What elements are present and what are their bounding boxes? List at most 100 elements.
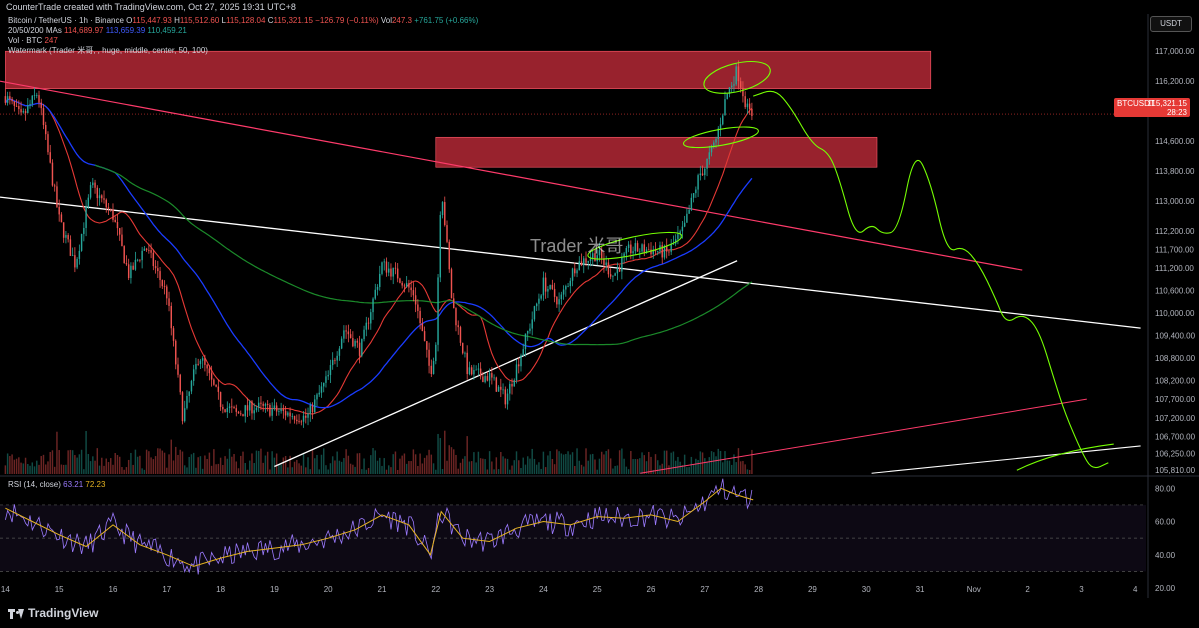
rsi-legend[interactable]: RSI (14, close) 63.21 72.23 <box>8 480 106 489</box>
volume-bar <box>311 450 314 474</box>
volume-bar <box>150 457 152 474</box>
legend-symbol[interactable]: Bitcoin / TetherUS · 1h · Binance <box>8 16 124 25</box>
volume-bar <box>587 460 589 474</box>
volume-bar <box>47 461 49 474</box>
candle-body <box>87 197 90 207</box>
volume-bar <box>372 448 374 474</box>
volume-bar <box>648 451 650 474</box>
candle-body <box>302 415 305 422</box>
volume-bar <box>627 469 630 474</box>
time-tick-label: 27 <box>700 585 709 594</box>
price-axis[interactable]: 117,000.00 116,200.00 114,600.00 113,800.00… <box>1155 47 1196 475</box>
ascending-trendline-white-2 <box>871 445 1141 474</box>
volume-bar <box>188 456 190 474</box>
candle-body <box>228 406 231 409</box>
volume-bar <box>383 458 385 474</box>
volume-bar <box>74 455 76 474</box>
time-tick-label: 30 <box>862 585 871 594</box>
volume-bar <box>210 465 213 474</box>
volume-bar <box>316 454 318 474</box>
volume-bar <box>475 462 477 474</box>
candle-body <box>20 109 22 113</box>
legend-mas[interactable]: 20/50/200 MAs 114,689.97 113,659.39 110,… <box>8 26 187 35</box>
volume-bar <box>145 449 148 474</box>
volume-bar <box>127 459 130 474</box>
candle-body <box>511 383 513 387</box>
volume-bar <box>222 465 224 474</box>
rsi-pane <box>0 478 1146 575</box>
volume-bar <box>224 456 226 474</box>
volume-bar <box>511 465 513 474</box>
candle-body <box>430 365 433 374</box>
volume-bar <box>309 469 311 474</box>
candle-body <box>213 379 215 385</box>
candle-body <box>56 186 58 207</box>
volume-bar <box>76 457 78 474</box>
volume-bar <box>394 451 397 474</box>
candle-body <box>273 405 276 409</box>
candle-body <box>103 198 105 200</box>
volume-bar <box>71 450 74 474</box>
candle-body <box>618 268 621 272</box>
candle-body <box>587 261 589 263</box>
rsi-ma-value: 72.23 <box>85 480 106 489</box>
candle-body <box>737 66 740 82</box>
candle-body <box>535 303 538 307</box>
candle-body <box>639 251 641 253</box>
candle-body <box>710 145 713 153</box>
price-tick-label: 108,800.00 <box>1155 354 1196 363</box>
volume-bar <box>453 449 455 474</box>
volume-bar <box>217 463 220 474</box>
volume-bar <box>706 461 708 474</box>
candle-body <box>112 209 114 220</box>
candle-body <box>569 280 572 287</box>
candle-body <box>309 404 311 414</box>
volume-bar <box>110 458 112 474</box>
volume-bar <box>260 448 262 474</box>
volume-bar <box>724 451 726 474</box>
volume-bar <box>15 458 18 474</box>
candle-body <box>387 268 390 273</box>
candle-body <box>300 421 303 423</box>
candle-body <box>636 243 639 252</box>
volume-bar <box>708 457 711 474</box>
candle-body <box>134 259 137 270</box>
candle-body <box>224 409 226 413</box>
volume-bar <box>410 461 412 474</box>
candle-body <box>210 373 213 380</box>
volume-bar <box>139 455 141 474</box>
volume-bar <box>125 467 128 474</box>
volume-bar <box>322 448 325 474</box>
volume-bar <box>477 451 480 474</box>
legend-watermark[interactable]: Watermark (Trader 米哥, , huge, middle, ce… <box>8 46 208 55</box>
volume-bar <box>62 464 65 474</box>
candle-body <box>42 108 45 126</box>
time-tick-label: 26 <box>647 585 656 594</box>
volume-bar <box>352 464 354 474</box>
rsi-tick-label: 40.00 <box>1155 551 1176 560</box>
rsi-axis: 80.00 60.00 40.00 20.00 <box>1155 484 1176 593</box>
legend-volume[interactable]: Vol · BTC 247 <box>8 36 58 45</box>
price-tag-symbol: BTCUSDT <box>1117 99 1155 108</box>
volume-bar <box>291 467 294 474</box>
time-axis[interactable]: 14 15 16 17 18 19 20 21 22 23 24 25 26 27 28 29 30 31 Nov 2… <box>1 585 1138 594</box>
time-tick-label: 2 <box>1025 585 1030 594</box>
candle-body <box>683 222 686 227</box>
candle-body <box>320 386 323 393</box>
candle-body <box>118 228 121 235</box>
volume-bar <box>275 453 278 474</box>
candle-body <box>609 274 612 277</box>
currency-badge[interactable]: USDT <box>1150 16 1192 32</box>
volume-bar <box>495 457 498 474</box>
volume-bar <box>49 451 51 474</box>
legend-close: 115,321.15 <box>273 16 313 25</box>
candle-body <box>405 283 408 287</box>
candle-body <box>439 215 442 278</box>
candle-body <box>421 323 424 332</box>
volume-bar <box>166 467 168 474</box>
volume-bar <box>318 469 320 474</box>
candle-body <box>560 294 563 300</box>
candle-body <box>219 391 222 407</box>
volume-bar <box>439 438 442 474</box>
